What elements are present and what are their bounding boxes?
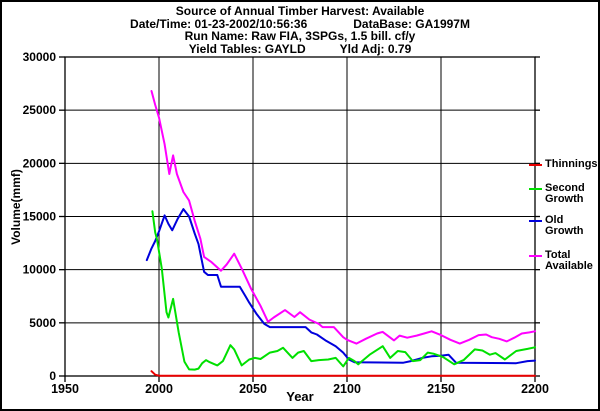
x-tick-label: 1950 [51, 382, 79, 396]
y-tick-label: 30000 [23, 50, 57, 64]
datetime-text: Date/Time: 01-23-2002/10:56:36 [130, 16, 308, 31]
legend-marker-second-growth [529, 188, 542, 190]
series-line-total-available [150, 90, 536, 345]
legend-label-second-growth: Second Growth [545, 182, 585, 205]
legend-marker-total-available [529, 255, 542, 257]
x-axis-label: Year [286, 389, 314, 404]
legend-label-old-growth: Old Growth [545, 214, 584, 237]
y-tick-label: 15000 [23, 210, 57, 224]
y-tick-label: 10000 [23, 263, 57, 277]
chart-subtitle-datetime-database: Date/Time: 01-23-2002/10:56:36 DataBase: … [2, 16, 598, 31]
series-line-thinnings [150, 370, 536, 377]
y-axis-label: Volume(mmf) [9, 169, 23, 245]
x-tick-label: 2000 [145, 382, 173, 396]
series-line-second-growth [151, 210, 536, 371]
y-tick-label: 25000 [23, 103, 57, 117]
chart-title-block: Source of Annual Timber Harvest: Availab… [2, 5, 598, 55]
x-tick-label: 2050 [239, 382, 267, 396]
y-tick-label: 0 [49, 369, 56, 383]
legend-marker-thinnings [529, 164, 542, 166]
chart-title: Source of Annual Timber Harvest: Availab… [175, 4, 425, 18]
subtitle-yield-tables: Yield Tables: GAYLD Yld Adj: 0.79 [2, 41, 598, 56]
legend-marker-old-growth [529, 220, 542, 222]
legend-label-thinnings: Thinnings [545, 158, 598, 170]
y-tick-label: 20000 [23, 156, 57, 170]
yield-adjust-text: Yld Adj: 0.79 [339, 41, 412, 56]
x-tick-label: 2100 [333, 382, 361, 396]
x-tick-label: 2200 [521, 382, 549, 396]
x-tick-label: 2150 [427, 382, 455, 396]
database-text: DataBase: GA1997M [353, 16, 470, 31]
run-name-text: Run Name: Raw FIA, 3SPGs, 1.5 bill. cf/y [184, 29, 416, 43]
legend-label-total-available: Total Available [545, 249, 593, 272]
yield-tables-text: Yield Tables: GAYLD [188, 41, 306, 56]
series-line-old-growth [145, 208, 536, 365]
y-tick-label: 5000 [29, 316, 56, 330]
